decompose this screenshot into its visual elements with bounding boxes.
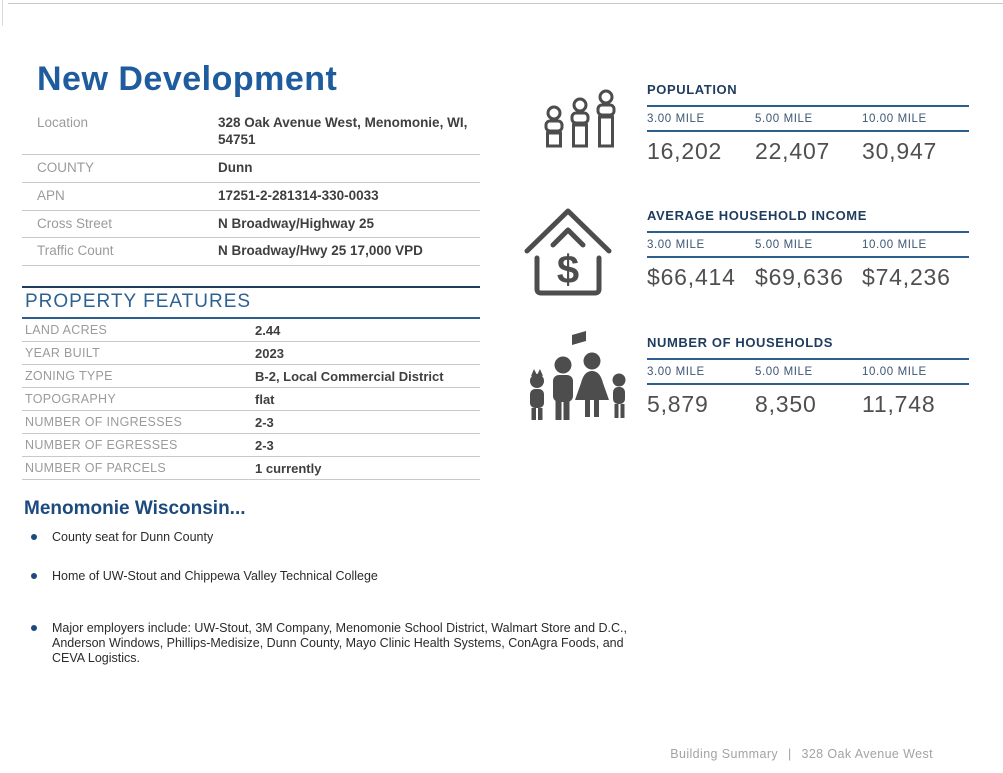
mile-header: 3.00 MILE: [647, 113, 705, 125]
stat-section-avg-household-income: AVERAGE HOUSEHOLD INCOME 3.00 MILE 5.00 …: [647, 208, 969, 291]
row-label: TOPOGRAPHY: [25, 392, 116, 406]
stat-value: 8,350: [755, 391, 817, 417]
bullet-text: Major employers include: UW-Stout, 3M Co…: [52, 620, 627, 666]
footer-doc-label: Building Summary: [670, 747, 779, 761]
people-bars-icon: [543, 88, 618, 157]
stat-title: POPULATION: [647, 82, 969, 107]
list-item: Major employers include: UW-Stout, 3M Co…: [24, 621, 649, 667]
stat-value: 16,202: [647, 138, 723, 164]
mile-header: 10.00 MILE: [862, 239, 927, 251]
row-value: 17251-2-281314-330-0033: [218, 187, 379, 203]
mile-header-row: 3.00 MILE 5.00 MILE 10.00 MILE: [647, 360, 969, 385]
stat-value: 30,947: [862, 138, 938, 164]
row-label: NUMBER OF EGRESSES: [25, 438, 178, 452]
row-value: B-2, Local Commercial District: [255, 369, 444, 384]
table-row: APN 17251-2-281314-330-0033: [22, 183, 480, 211]
row-label: NUMBER OF INGRESSES: [25, 415, 183, 429]
stat-value: 22,407: [755, 138, 831, 164]
stat-section-population: POPULATION 3.00 MILE 5.00 MILE 10.00 MIL…: [647, 82, 969, 165]
mile-header: 5.00 MILE: [755, 113, 813, 125]
table-row: NUMBER OF INGRESSES 2-3: [22, 411, 480, 434]
row-value: N Broadway/Highway 25: [218, 215, 375, 231]
table-row: YEAR BUILT 2023: [22, 342, 480, 365]
row-value: 328 Oak Avenue West, Menomonie, WI, 5475…: [218, 115, 468, 147]
left-edge-line: [2, 0, 3, 26]
list-item: County seat for Dunn County: [24, 530, 649, 545]
top-divider: [8, 3, 1003, 4]
row-label: Cross Street: [37, 215, 113, 231]
row-value: 2-3: [255, 438, 274, 453]
row-label: ZONING TYPE: [25, 369, 113, 383]
bullet-dot: [31, 534, 37, 540]
property-features-section: PROPERTY FEATURES LAND ACRES 2.44 YEAR B…: [22, 286, 480, 480]
location-table: Location 328 Oak Avenue West, Menomonie,…: [22, 110, 480, 267]
mile-header: 10.00 MILE: [862, 113, 927, 125]
table-row: Location 328 Oak Avenue West, Menomonie,…: [22, 110, 480, 155]
row-value: 1 currently: [255, 461, 322, 476]
row-label: YEAR BUILT: [25, 346, 101, 360]
stat-value: $66,414: [647, 264, 736, 290]
page-title: New Development: [37, 60, 338, 98]
bullet-dot: [31, 573, 37, 580]
mile-header: 5.00 MILE: [755, 239, 813, 251]
row-label: Location: [37, 115, 89, 130]
row-label: LAND ACRES: [25, 323, 108, 337]
mile-header: 5.00 MILE: [755, 366, 813, 378]
stat-title: NUMBER OF HOUSEHOLDS: [647, 335, 969, 360]
stat-title: AVERAGE HOUSEHOLD INCOME: [647, 208, 969, 233]
table-row: LAND ACRES 2.44: [22, 319, 480, 342]
about-heading: Menomonie Wisconsin...: [24, 498, 246, 519]
row-label: COUNTY: [37, 159, 94, 175]
svg-text:$: $: [557, 248, 579, 292]
stat-value-row: 16,202 22,407 30,947: [647, 132, 969, 165]
row-value: Dunn: [218, 159, 253, 175]
table-row: NUMBER OF PARCELS 1 currently: [22, 457, 480, 480]
stat-value: $69,636: [755, 264, 844, 290]
mile-header-row: 3.00 MILE 5.00 MILE 10.00 MILE: [647, 233, 969, 258]
table-row: ZONING TYPE B-2, Local Commercial Distri…: [22, 365, 480, 388]
stat-section-number-of-households: NUMBER OF HOUSEHOLDS 3.00 MILE 5.00 MILE…: [647, 335, 969, 418]
row-label: NUMBER OF PARCELS: [25, 461, 167, 475]
stat-value: 11,748: [862, 391, 936, 417]
bullet-text: County seat for Dunn County: [52, 530, 214, 544]
list-item: Home of UW-Stout and Chippewa Valley Tec…: [24, 569, 649, 584]
mile-header: 3.00 MILE: [647, 366, 705, 378]
footer: Building Summary | 328 Oak Avenue West: [670, 747, 933, 761]
table-row: TOPOGRAPHY flat: [22, 388, 480, 411]
table-row: NUMBER OF EGRESSES 2-3: [22, 434, 480, 457]
family-icon: [520, 328, 632, 425]
row-value: 2-3: [255, 415, 274, 430]
row-value: 2023: [255, 346, 284, 361]
table-row: Traffic Count N Broadway/Hwy 25 17,000 V…: [22, 238, 480, 267]
row-value: flat: [255, 392, 275, 407]
stat-value-row: 5,879 8,350 11,748: [647, 385, 969, 418]
property-features-heading: PROPERTY FEATURES: [22, 286, 480, 319]
bullet-dot: [31, 624, 37, 631]
mile-header-row: 3.00 MILE 5.00 MILE 10.00 MILE: [647, 107, 969, 132]
footer-address: 328 Oak Avenue West: [801, 747, 933, 761]
row-value: 2.44: [255, 323, 281, 338]
row-label: Traffic Count: [37, 243, 114, 259]
table-row: Cross Street N Broadway/Highway 25: [22, 211, 480, 239]
mile-header: 3.00 MILE: [647, 239, 705, 251]
row-label: APN: [37, 187, 65, 203]
stat-value: 5,879: [647, 391, 709, 417]
bullet-list: County seat for Dunn County Home of UW-S…: [24, 530, 649, 666]
bullet-text: Home of UW-Stout and Chippewa Valley Tec…: [52, 569, 378, 584]
footer-separator: |: [787, 747, 792, 761]
stat-value: $74,236: [862, 264, 951, 290]
stat-value-row: $66,414 $69,636 $74,236: [647, 258, 969, 291]
table-row: COUNTY Dunn: [22, 155, 480, 183]
mile-header: 10.00 MILE: [862, 366, 927, 378]
row-value: N Broadway/Hwy 25 17,000 VPD: [218, 243, 423, 259]
house-dollar-icon: $: [521, 199, 615, 304]
